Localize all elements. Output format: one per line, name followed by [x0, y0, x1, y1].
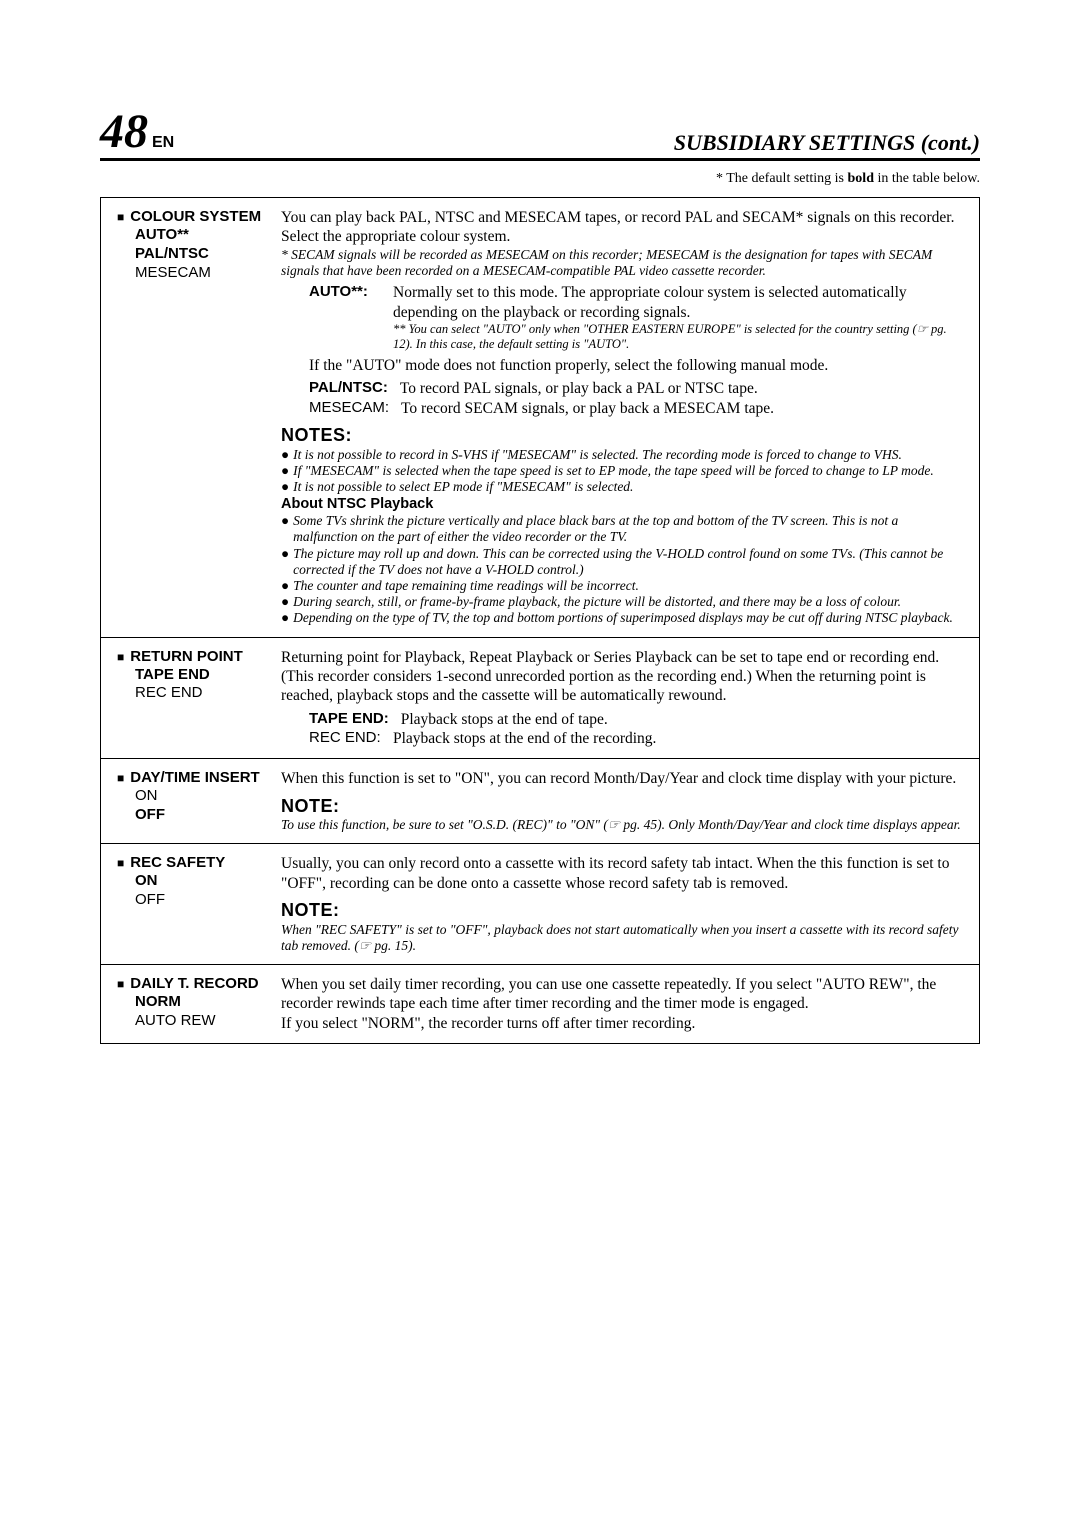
setting-title: ■ DAY/TIME INSERT [117, 769, 271, 787]
def-text-tape: Playback stops at the end of tape. [401, 710, 608, 729]
note-text: The counter and tape remaining time read… [293, 578, 639, 594]
option-auto: AUTO** [135, 226, 271, 245]
section-title: SUBSIDIARY SETTINGS (cont.) [674, 130, 980, 156]
auto-fallback: If the "AUTO" mode does not function pro… [309, 356, 963, 375]
option-rec-end: REC END [135, 684, 271, 703]
def-auto: AUTO**: Normally set to this mode. The a… [309, 283, 963, 352]
daytime-intro: When this function is set to "ON", you c… [281, 769, 963, 788]
square-bullet-icon: ■ [117, 975, 124, 993]
row-colour-system: ■ COLOUR SYSTEM AUTO** PAL/NTSC MESECAM Y… [101, 198, 979, 637]
square-bullet-icon: ■ [117, 648, 124, 666]
row-left: ■ DAILY T. RECORD NORM AUTO REW [101, 965, 281, 1043]
def-label-tape: TAPE END: [309, 710, 389, 729]
row-left: ■ REC SAFETY ON OFF [101, 844, 281, 964]
row-right: Returning point for Playback, Repeat Pla… [281, 638, 979, 759]
note-text: It is not possible to record in S-VHS if… [293, 447, 902, 463]
setting-title-text: COLOUR SYSTEM [130, 208, 261, 225]
note-text: During search, still, or frame-by-frame … [293, 594, 901, 610]
setting-title-text: DAILY T. RECORD [130, 975, 258, 992]
note-bullet: ●The picture may roll up and down. This … [281, 546, 963, 578]
note-bullet: ●The counter and tape remaining time rea… [281, 578, 963, 594]
auto-footnote: ** You can select "AUTO" only when "OTHE… [393, 322, 963, 352]
setting-title-text: RETURN POINT [130, 648, 243, 665]
option-on: ON [135, 872, 271, 891]
def-rec-end: REC END: Playback stops at the end of th… [309, 729, 963, 748]
row-daily-t-record: ■ DAILY T. RECORD NORM AUTO REW When you … [101, 964, 979, 1043]
option-tape-end: TAPE END [135, 666, 271, 685]
daily-intro: When you set daily timer recording, you … [281, 975, 963, 1014]
note-text: Depending on the type of TV, the top and… [293, 610, 953, 626]
square-bullet-icon: ■ [117, 769, 124, 787]
note-bullet: ●It is not possible to record in S-VHS i… [281, 447, 963, 463]
row-rec-safety: ■ REC SAFETY ON OFF Usually, you can only… [101, 843, 979, 964]
notes-heading: NOTES: [281, 424, 963, 447]
note-text: If "MESECAM" is selected when the tape s… [293, 463, 934, 479]
setting-title: ■ COLOUR SYSTEM [117, 208, 271, 226]
page-number: 48 [100, 105, 148, 158]
default-note: * The default setting is bold in the tab… [100, 171, 980, 187]
def-text-rec: Playback stops at the end of the recordi… [393, 729, 656, 748]
square-bullet-icon: ■ [117, 854, 124, 872]
default-note-suffix: in the table below. [874, 171, 980, 186]
default-note-prefix: * The default setting is [716, 171, 848, 186]
row-day-time-insert: ■ DAY/TIME INSERT ON OFF When this functi… [101, 758, 979, 843]
option-off: OFF [135, 891, 271, 910]
return-intro: Returning point for Playback, Repeat Pla… [281, 648, 963, 706]
def-label-rec: REC END: [309, 729, 381, 748]
note-bullet: ●Depending on the type of TV, the top an… [281, 610, 963, 626]
def-label-pal: PAL/NTSC: [309, 379, 388, 398]
row-right: When you set daily timer recording, you … [281, 965, 979, 1043]
row-right: When this function is set to "ON", you c… [281, 759, 979, 843]
row-left: ■ COLOUR SYSTEM AUTO** PAL/NTSC MESECAM [101, 198, 281, 637]
note-bullet: ●Some TVs shrink the picture vertically … [281, 513, 963, 545]
note-text: When "REC SAFETY" is set to "OFF", playb… [281, 922, 963, 954]
note-heading: NOTE: [281, 795, 963, 818]
option-auto-rew: AUTO REW [135, 1012, 271, 1031]
def-tape-end: TAPE END: Playback stops at the end of t… [309, 710, 963, 729]
row-return-point: ■ RETURN POINT TAPE END REC END Returning… [101, 637, 979, 759]
note-text: Some TVs shrink the picture vertically a… [293, 513, 963, 545]
page-number-suffix: EN [152, 134, 174, 151]
setting-title: ■ RETURN POINT [117, 648, 271, 666]
note-text: The picture may roll up and down. This c… [293, 546, 963, 578]
page-number-block: 48EN [100, 108, 174, 156]
option-mesecam: MESECAM [135, 264, 271, 283]
note-bullet: ●It is not possible to select EP mode if… [281, 479, 963, 495]
row-left: ■ RETURN POINT TAPE END REC END [101, 638, 281, 759]
row-right: Usually, you can only record onto a cass… [281, 844, 979, 964]
settings-table: ■ COLOUR SYSTEM AUTO** PAL/NTSC MESECAM Y… [100, 197, 980, 1044]
note-text: It is not possible to select EP mode if … [293, 479, 633, 495]
setting-title-text: REC SAFETY [130, 854, 225, 871]
def-label-mesecam: MESECAM: [309, 399, 389, 418]
row-left: ■ DAY/TIME INSERT ON OFF [101, 759, 281, 843]
def-text-mesecam: To record SECAM signals, or play back a … [401, 399, 774, 418]
def-mesecam: MESECAM: To record SECAM signals, or pla… [309, 399, 963, 418]
setting-title: ■ REC SAFETY [117, 854, 271, 872]
colour-intro: You can play back PAL, NTSC and MESECAM … [281, 208, 963, 247]
setting-title-text: DAY/TIME INSERT [130, 769, 259, 786]
def-text-auto: Normally set to this mode. The appropria… [393, 283, 963, 322]
option-norm: NORM [135, 993, 271, 1012]
def-label-auto: AUTO**: [309, 283, 381, 352]
def-pal: PAL/NTSC: To record PAL signals, or play… [309, 379, 963, 398]
note-heading: NOTE: [281, 899, 963, 922]
option-pal-ntsc: PAL/NTSC [135, 245, 271, 264]
row-right: You can play back PAL, NTSC and MESECAM … [281, 198, 979, 637]
def-text-pal: To record PAL signals, or play back a PA… [400, 379, 758, 398]
default-note-bold: bold [848, 171, 874, 186]
about-ntsc-heading: About NTSC Playback [281, 495, 963, 513]
note-text: To use this function, be sure to set "O.… [281, 817, 963, 833]
option-on: ON [135, 787, 271, 806]
secam-footnote: * SECAM signals will be recorded as MESE… [281, 247, 963, 279]
note-bullet: ●If "MESECAM" is selected when the tape … [281, 463, 963, 479]
daily-norm: If you select "NORM", the recorder turns… [281, 1014, 963, 1033]
page-header: 48EN SUBSIDIARY SETTINGS (cont.) [100, 108, 980, 161]
setting-title: ■ DAILY T. RECORD [117, 975, 271, 993]
note-bullet: ●During search, still, or frame-by-frame… [281, 594, 963, 610]
square-bullet-icon: ■ [117, 208, 124, 226]
option-off: OFF [135, 806, 271, 825]
recsafety-intro: Usually, you can only record onto a cass… [281, 854, 963, 893]
